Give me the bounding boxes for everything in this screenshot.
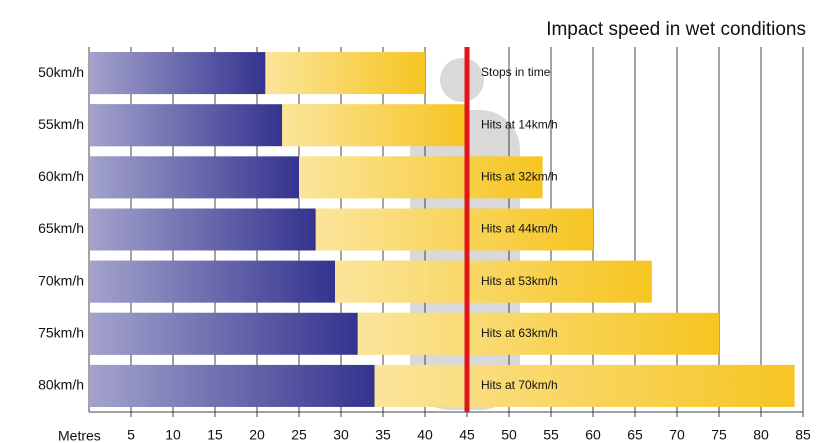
bar-shade — [89, 156, 299, 198]
y-tick-label: 70km/h — [38, 272, 84, 288]
x-tick-label: 30 — [333, 427, 349, 443]
annotation: Hits at 63km/h — [481, 326, 558, 340]
annotation: Hits at 32km/h — [481, 170, 558, 184]
x-tick-label: 50 — [501, 427, 517, 443]
bar-shade — [375, 365, 795, 407]
y-tick-label: 65km/h — [38, 220, 84, 236]
x-tick-label: 65 — [627, 427, 643, 443]
x-tick-label: 85 — [795, 427, 811, 443]
x-tick-label: 55 — [543, 427, 559, 443]
bar-shade — [89, 365, 375, 407]
x-tick-label: 10 — [165, 427, 181, 443]
y-tick-label: 55km/h — [38, 116, 84, 132]
annotation: Hits at 53km/h — [481, 274, 558, 288]
x-tick-label: 5 — [127, 427, 135, 443]
x-tick-label: 80 — [753, 427, 769, 443]
x-tick-label: 40 — [417, 427, 433, 443]
x-tick-label: 70 — [669, 427, 685, 443]
bar-shade — [89, 261, 335, 303]
bar-shade — [89, 209, 316, 251]
x-tick-label: 45 — [459, 427, 475, 443]
bar-shade — [282, 104, 467, 146]
annotation: Hits at 70km/h — [481, 378, 558, 392]
x-tick-label: 60 — [585, 427, 601, 443]
x-tick-label: 20 — [249, 427, 265, 443]
x-tick-label: 15 — [207, 427, 223, 443]
bar-shade — [265, 52, 425, 94]
annotation: Hits at 14km/h — [481, 117, 558, 131]
annotation: Stops in time — [481, 65, 551, 79]
x-axis-label: Metres — [58, 428, 101, 443]
y-tick-label: 75km/h — [38, 324, 84, 340]
bar-shade — [89, 52, 265, 94]
y-tick-label: 80km/h — [38, 377, 84, 393]
bar-shade — [89, 104, 282, 146]
y-tick-label: 50km/h — [38, 64, 84, 80]
y-tick-label: 60km/h — [38, 168, 84, 184]
annotation: Hits at 44km/h — [481, 222, 558, 236]
bar-shade — [89, 313, 358, 355]
x-tick-label: 75 — [711, 427, 727, 443]
x-tick-label: 25 — [291, 427, 307, 443]
chart-title: Impact speed in wet conditions — [546, 19, 806, 40]
x-tick-label: 35 — [375, 427, 391, 443]
chart: Impact speed in wet conditions Metres 5 1… — [0, 0, 816, 443]
